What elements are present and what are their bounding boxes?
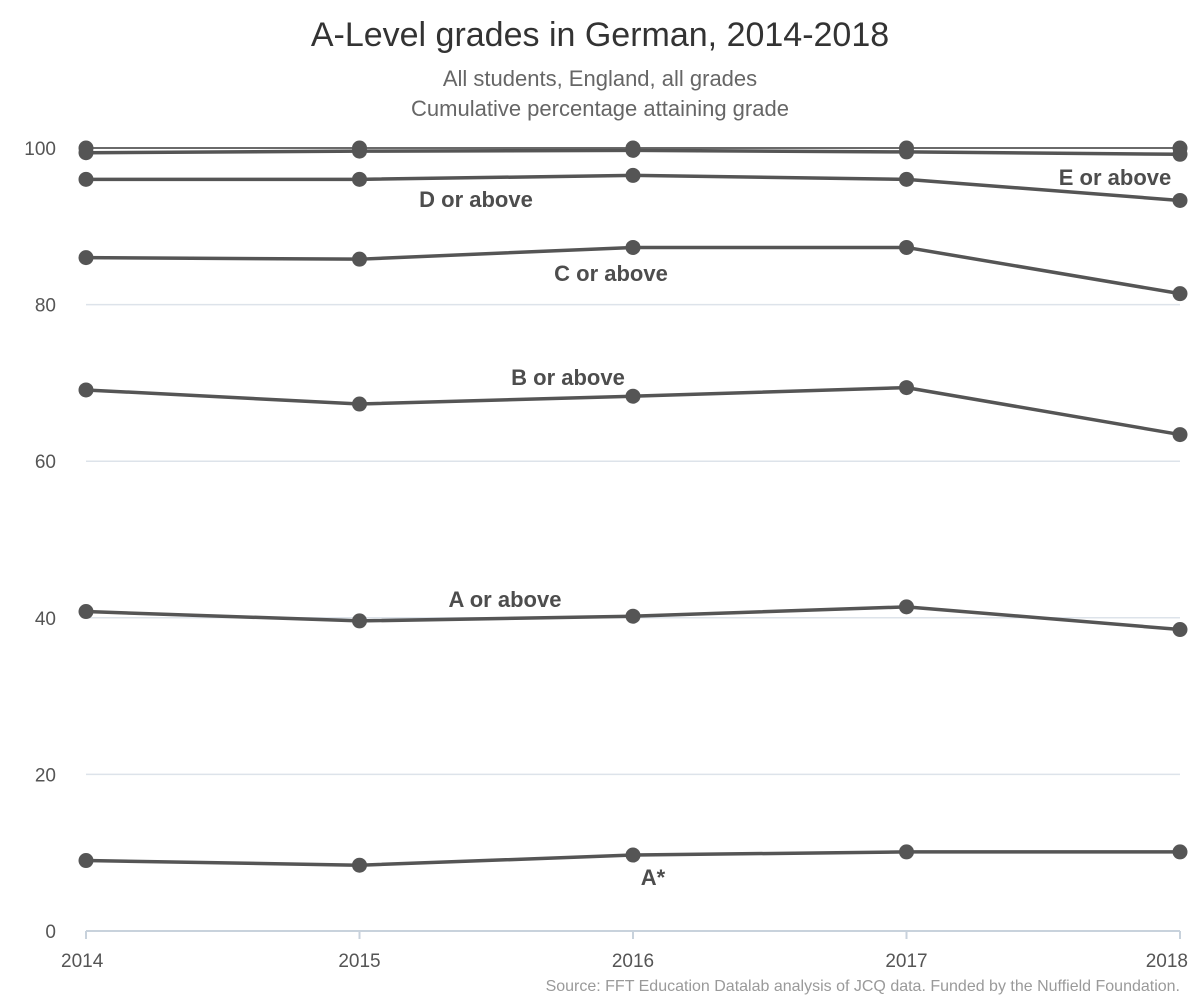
data-point-s5-2015 — [352, 613, 367, 629]
x-axis: 2014 2015 2016 2017 2018 — [61, 930, 1188, 972]
y-tick-label-100: 100 — [24, 139, 56, 160]
data-point-s4-2014 — [78, 382, 94, 398]
data-point-s6-2014 — [78, 853, 94, 869]
y-tick-label-20: 20 — [35, 765, 56, 786]
x-tick-label-2014: 2014 — [61, 951, 104, 972]
chart-subtitle-line-1: All students, England, all grades — [443, 66, 757, 91]
y-tick-label-80: 80 — [35, 296, 56, 317]
data-point-s1-2017 — [899, 144, 914, 160]
data-point-s2-2016 — [625, 167, 641, 183]
series-label-c-or-above: C or above — [554, 261, 668, 286]
series-label-a-or-above: A or above — [449, 587, 562, 612]
data-point-s5-2018 — [1172, 622, 1188, 638]
data-point-s3-2018 — [1172, 286, 1188, 302]
chart-subtitle-line-2: Cumulative percentage attaining grade — [411, 96, 789, 121]
x-tick-label-2015: 2015 — [338, 951, 380, 972]
data-point-s3-2014 — [78, 250, 94, 266]
y-tick-label-60: 60 — [35, 452, 56, 473]
source-note: Source: FFT Education Datalab analysis o… — [546, 978, 1180, 995]
series-label-b-or-above: B or above — [511, 365, 625, 390]
x-tick-label-2018: 2018 — [1146, 951, 1188, 972]
data-point-s2-2018 — [1172, 192, 1188, 208]
data-point-s1-2014 — [78, 145, 94, 161]
series-lines — [85, 147, 1181, 867]
data-point-s3-2016 — [625, 239, 641, 255]
data-point-s6-2018 — [1172, 844, 1188, 860]
series-label-d-or-above: D or above — [419, 187, 533, 212]
y-tick-label-0: 0 — [45, 922, 56, 943]
x-tick-label-2017: 2017 — [885, 951, 927, 972]
data-point-s2-2014 — [78, 171, 94, 187]
data-point-s5-2017 — [899, 599, 914, 615]
data-point-s2-2017 — [899, 171, 914, 187]
data-point-s1-2015 — [352, 143, 367, 159]
data-point-s6-2016 — [625, 847, 641, 863]
data-point-s3-2017 — [899, 239, 914, 255]
data-point-s4-2018 — [1172, 427, 1188, 443]
data-point-s1-2018 — [1172, 146, 1188, 162]
chart-title: A-Level grades in German, 2014-2018 — [311, 16, 889, 54]
data-point-s6-2017 — [899, 844, 914, 860]
data-point-s1-2016 — [625, 142, 641, 158]
series-points — [78, 140, 1188, 873]
series-label-a-star: A* — [641, 865, 666, 890]
data-point-s4-2015 — [352, 396, 367, 412]
y-axis-ticks: 0 20 40 60 80 100 — [24, 139, 56, 943]
data-point-s2-2015 — [352, 171, 367, 187]
data-point-s5-2014 — [78, 604, 94, 620]
data-point-s5-2016 — [625, 608, 641, 624]
series-label-e-or-above: E or above — [1059, 165, 1171, 190]
data-point-s6-2015 — [352, 857, 367, 873]
data-point-s4-2016 — [625, 388, 641, 404]
data-point-s4-2017 — [899, 380, 914, 396]
data-point-s3-2015 — [352, 251, 367, 267]
y-tick-label-40: 40 — [35, 609, 56, 630]
x-tick-label-2016: 2016 — [612, 951, 654, 972]
